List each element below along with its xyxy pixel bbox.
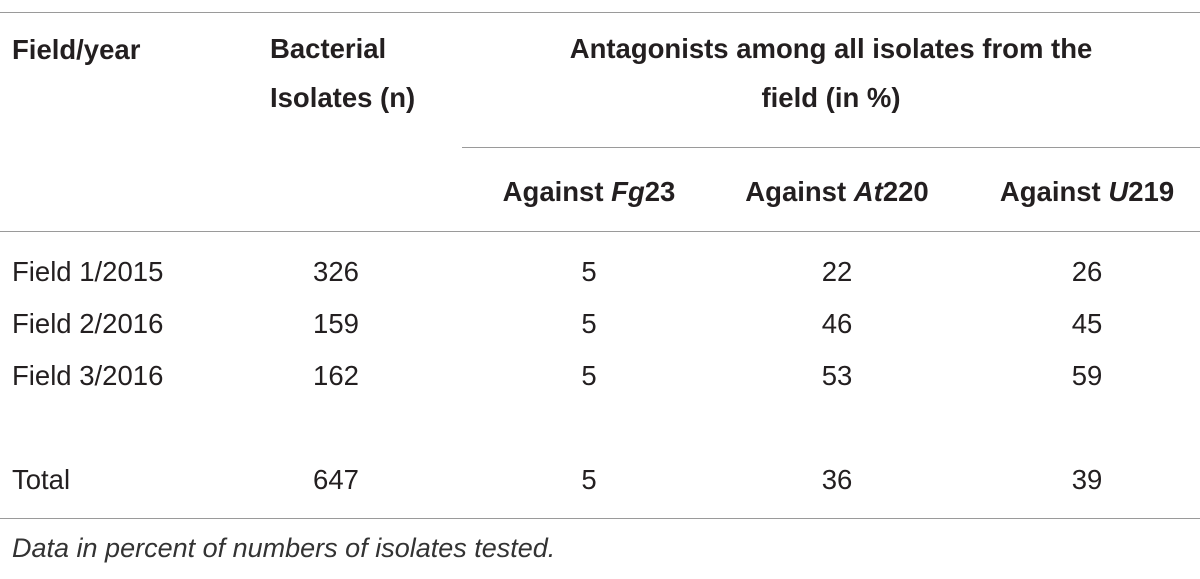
row-u219: 59 [1071,360,1103,391]
row-field: Field 3/2016 [12,360,164,391]
subheader-against-u219: Against U219 [999,176,1175,207]
header-field-year: Field/year [12,34,141,65]
header-antagonists: Antagonists among all isolates from the … [462,24,1200,122]
total-isolates: 647 [313,464,359,495]
header-isolates-line2: Isolates (n) [270,82,416,113]
table-top-rule [0,12,1200,13]
subheader-against-at220: Against At220 [745,176,929,207]
header-bottom-rule [0,231,1200,232]
header-span-rule [462,147,1200,148]
header-isolates: Bacterial Isolates (n) [270,24,415,122]
header-antagonists-line2: field (in %) [761,82,901,113]
row-isolates: 326 [313,256,359,287]
row-at220: 22 [821,256,853,287]
table-bottom-rule [0,518,1200,519]
row-fg23: 5 [581,256,597,287]
row-u219: 26 [1071,256,1103,287]
header-antagonists-line1: Antagonists among all isolates from the [569,33,1093,64]
row-field: Field 1/2015 [12,256,164,287]
row-at220: 46 [821,308,853,339]
total-at220: 36 [821,464,853,495]
subheader-against-fg23: Against Fg23 [502,176,676,207]
header-isolates-line1: Bacterial [270,33,387,64]
row-isolates: 159 [313,308,359,339]
total-label: Total [12,464,71,495]
total-fg23: 5 [581,464,597,495]
row-at220: 53 [821,360,853,391]
row-u219: 45 [1071,308,1103,339]
table-footnote: Data in percent of numbers of isolates t… [12,533,556,563]
row-fg23: 5 [581,308,597,339]
row-isolates: 162 [313,360,359,391]
row-fg23: 5 [581,360,597,391]
total-u219: 39 [1071,464,1103,495]
row-field: Field 2/2016 [12,308,164,339]
